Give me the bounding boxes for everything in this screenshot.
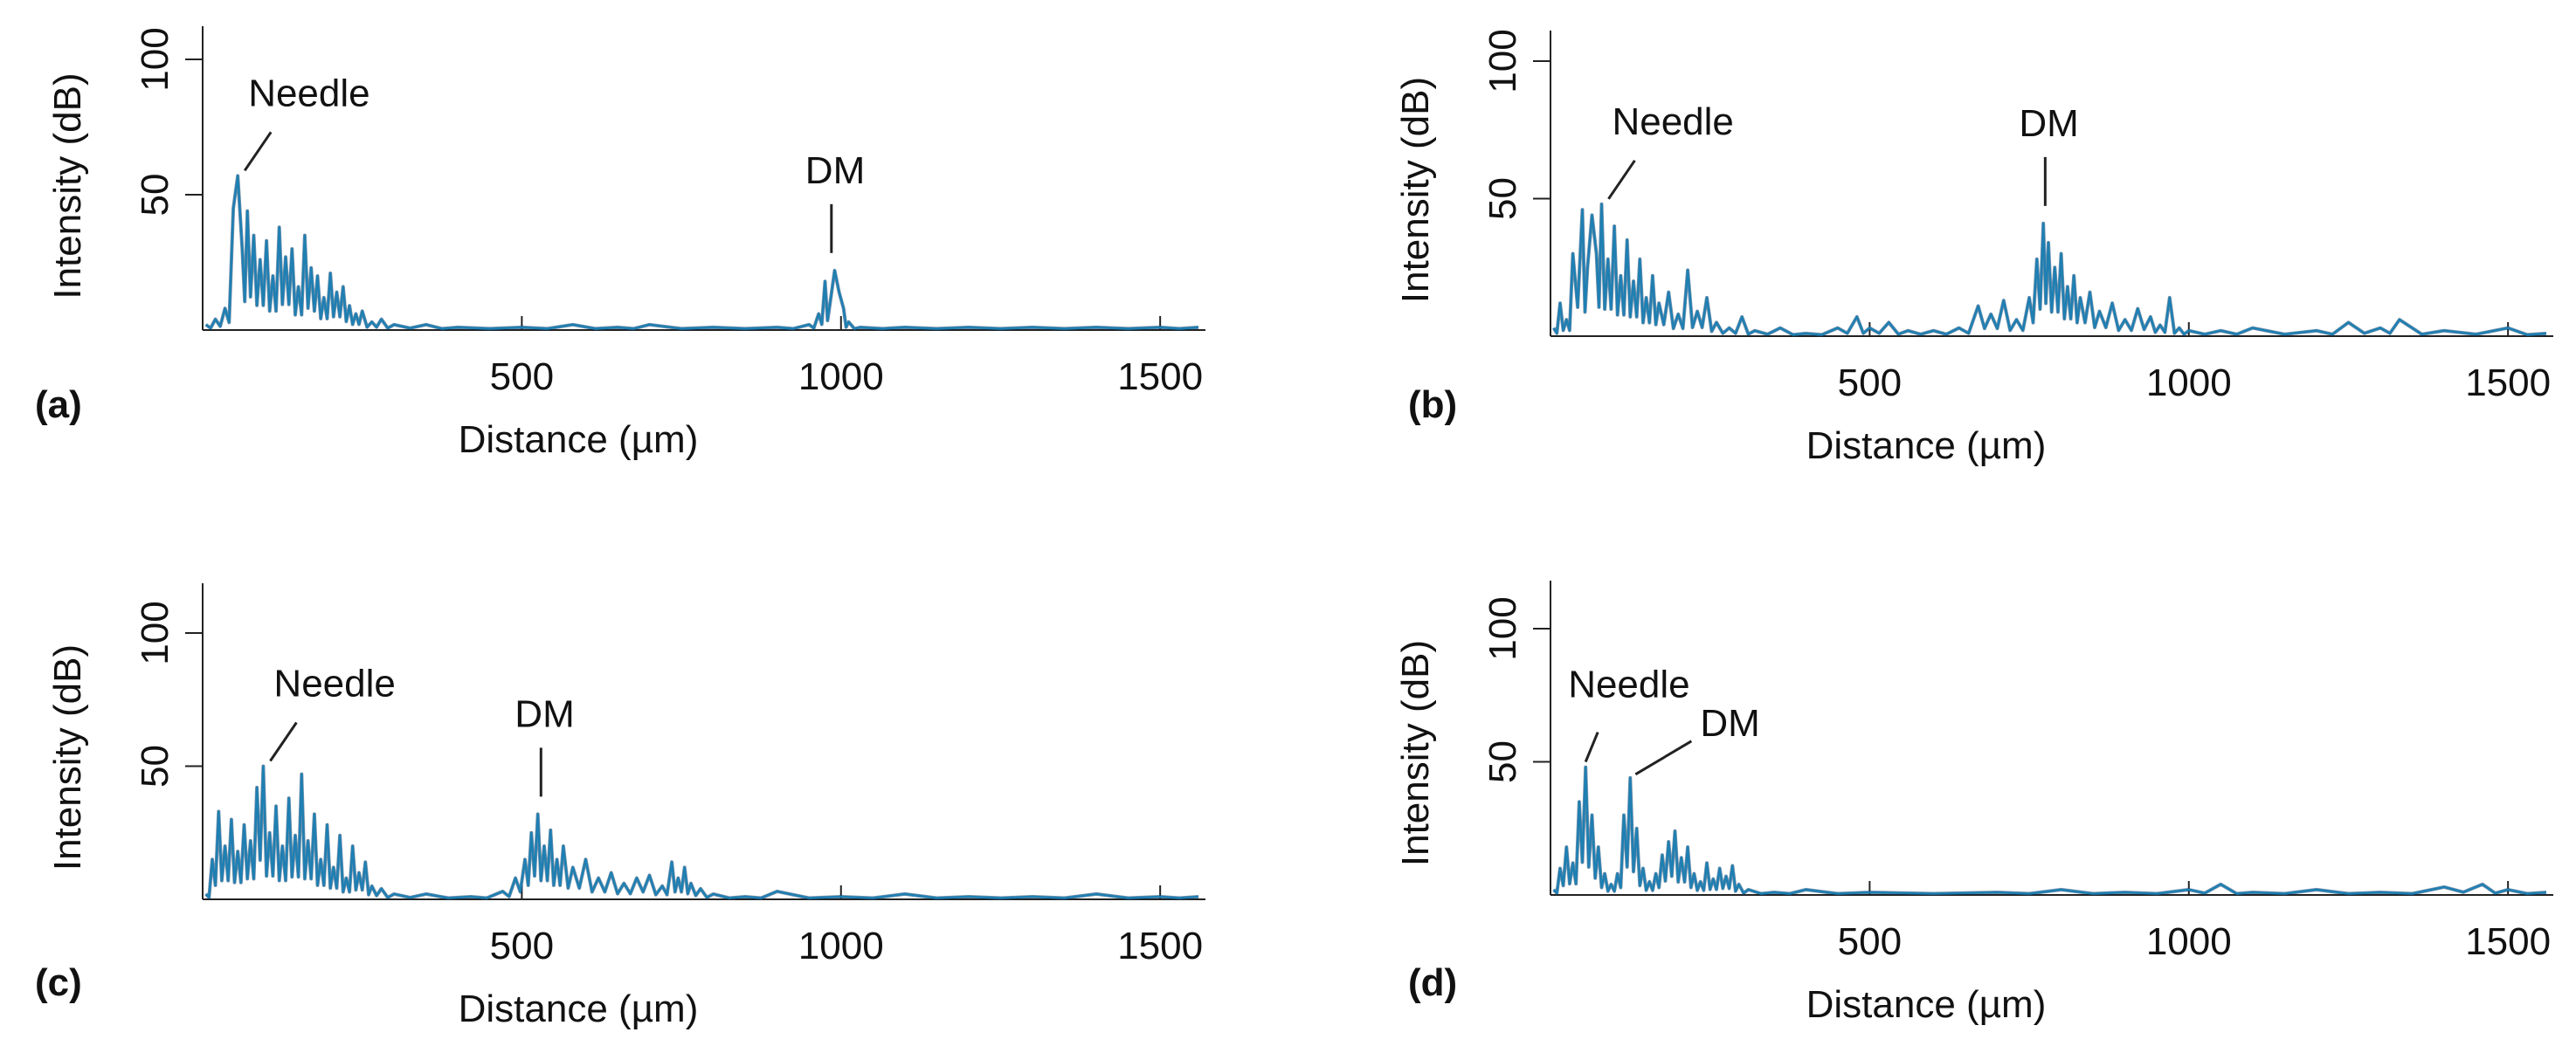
annotation-needle: Needle [248,72,369,114]
x-tick-label: 1000 [2146,361,2232,404]
x-tick-label: 1500 [2465,361,2551,404]
y-tick-label: 50 [134,745,176,788]
annotation-dm: DM [1700,702,1759,745]
x-tick-label: 500 [1838,920,1902,963]
chart-panel-c: 50 100 500 1000 1500 Intensity (dB) Distance (… [35,583,1205,1030]
chart-panel-a: 50 100 500 1000 1500 Intensity (dB) Distance (… [35,26,1205,461]
y-tick-label: 100 [1481,596,1524,660]
annotation-dm: DM [2019,102,2078,145]
chart-panel-b: 50 100 500 1000 1500 Intensity (dB) Distance (… [1394,29,2553,467]
series-line [1552,766,2547,895]
panel-label: (b) [1408,383,1457,426]
x-axis-title: Distance (µm) [459,988,699,1030]
x-tick-label: 1500 [1117,925,1203,967]
y-tick-label: 50 [1481,740,1524,783]
annotation-leader [269,721,298,762]
x-tick-label: 1000 [798,355,884,398]
series-line [1552,203,2547,336]
y-tick-label: 100 [134,601,176,664]
x-tick-label: 500 [490,925,554,967]
panel-label: (d) [1408,961,1457,1004]
x-tick-label: 1500 [2465,920,2551,963]
series-line [204,765,1199,899]
annotation-dm: DM [805,149,865,192]
annotation-needle: Needle [273,663,395,705]
chart-panel-d: 50 100 500 1000 1500 Intensity (dB) Distance (… [1394,581,2553,1026]
x-axis-title: Distance (µm) [1806,983,2047,1026]
annotation-needle: Needle [1568,664,1689,706]
y-axis-title: Intensity (dB) [46,72,89,299]
panel-label: (a) [35,383,82,426]
x-axis-title: Distance (µm) [459,418,699,461]
x-tick-label: 500 [1838,361,1902,404]
x-axis-title: Distance (µm) [1806,424,2047,467]
annotation-leader [243,131,273,172]
series-line [204,175,1199,330]
x-tick-label: 1500 [1117,355,1203,398]
y-tick-label: 50 [134,174,176,217]
y-tick-label: 100 [134,27,176,91]
annotation-leader [1584,732,1599,763]
y-axis-title: Intensity (dB) [1394,77,1437,303]
x-tick-label: 500 [490,355,554,398]
x-tick-label: 1000 [798,925,884,967]
y-tick-label: 100 [1481,29,1524,93]
series-line-shadow [1552,765,2547,896]
series-line-shadow [204,174,1199,331]
panel-label: (c) [35,961,82,1004]
annotation-leader [1634,740,1693,776]
annotation-leader [1607,159,1636,200]
x-tick-label: 1000 [2146,920,2232,963]
y-tick-label: 50 [1481,177,1524,220]
annotation-needle: Needle [1612,100,1733,143]
y-axis-title: Intensity (dB) [1394,640,1437,866]
annotation-dm: DM [515,692,574,735]
y-axis-title: Intensity (dB) [46,644,89,871]
